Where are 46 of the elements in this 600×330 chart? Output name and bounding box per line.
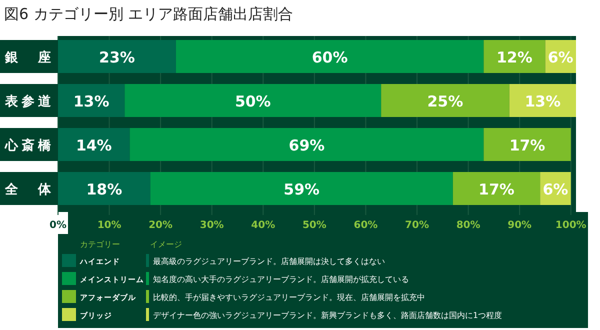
x-tick-label: 50% [302, 220, 326, 231]
bar [130, 128, 484, 161]
data-label: 14% [76, 136, 112, 154]
bar [452, 172, 540, 205]
data-label: 59% [284, 180, 320, 198]
data-label: 17% [478, 180, 514, 198]
bar [150, 172, 453, 205]
text: 知名度の高い大手のラグジュアリーブランド。店舗展開が拡充している [153, 275, 409, 284]
y-tick-label: 表 参 道 [4, 94, 52, 110]
data-label: 13% [73, 92, 110, 110]
data-label: 69% [288, 136, 325, 154]
y-tick-label: 心 斎 橋 [4, 138, 52, 154]
data-label: 50% [234, 92, 271, 110]
y-tick-label: 全 体 [4, 182, 52, 198]
x-tick-label: 30% [200, 220, 224, 231]
x-tick-label: 40% [251, 220, 276, 231]
data-label: 12% [496, 48, 532, 66]
x-tick-label: 70% [405, 220, 429, 231]
bar [484, 128, 571, 161]
text: イメージ [150, 240, 182, 249]
text: 比較的、手が届きやすいラグジュアリーブランド。現在、店舗展開を拡充中 [153, 293, 425, 302]
bar [124, 84, 382, 117]
y-tick-label: 銀 座 [4, 50, 51, 66]
data-label: 6% [542, 180, 568, 198]
chart-title: 図6 カテゴリー別 エリア路面店舗出店割合 [4, 5, 294, 23]
bar [381, 84, 510, 117]
data-label: 60% [312, 48, 348, 66]
data-label: 13% [524, 92, 561, 110]
x-tick-label: 90% [508, 220, 532, 231]
x-tick-label: 80% [456, 220, 480, 231]
x-tick-label: 20% [148, 220, 173, 231]
data-label: 23% [99, 48, 135, 66]
bar [484, 40, 546, 73]
x-tick-label: 10% [97, 220, 122, 231]
x-tick-label: 0% [50, 220, 66, 231]
data-label: 6% [548, 48, 574, 66]
data-label: 18% [86, 180, 122, 198]
legend-title: カテゴリー [80, 240, 120, 249]
x-tick-label: 100% [555, 220, 586, 231]
bar [176, 40, 484, 73]
data-label: 17% [509, 136, 546, 154]
bar [509, 84, 576, 117]
text: デザイナー色の強いラグジュアリーブランド。新興ブランドも多く、路面店舗数は国内に1つ程度 [153, 311, 502, 320]
text: 最高級のラグジュアリーブランド。店舗展開は決して多くはない [153, 257, 385, 266]
x-tick-label: 60% [354, 220, 378, 231]
data-label: 25% [427, 92, 464, 110]
